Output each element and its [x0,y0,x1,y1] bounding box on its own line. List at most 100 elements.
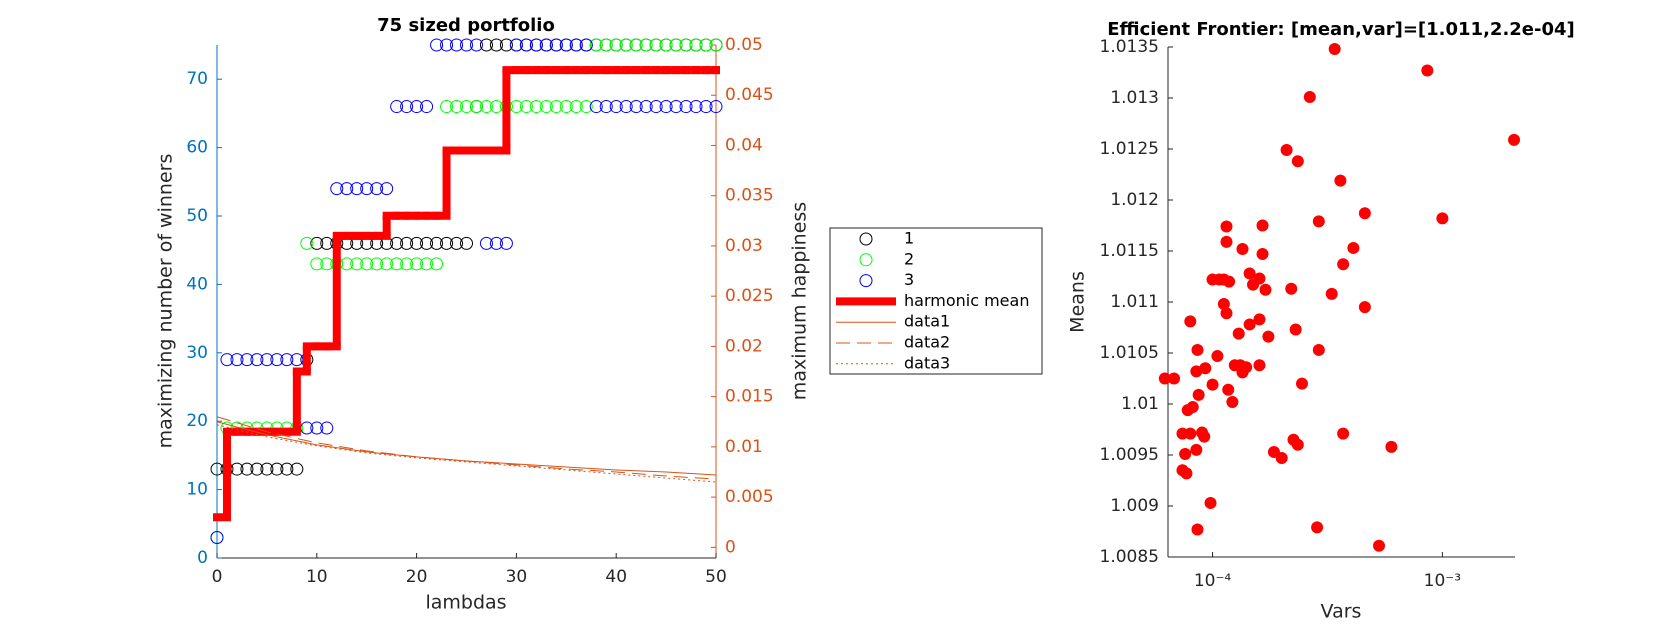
y-tick-label: 1.012 [1110,190,1159,210]
point [350,257,364,271]
point [1211,350,1224,363]
point [469,100,483,114]
point [1190,365,1203,378]
point [1312,343,1325,356]
point [1325,287,1338,300]
y-axis-label: Means [1067,271,1089,333]
point [400,257,414,271]
point [1192,388,1205,401]
point [1280,144,1293,157]
y2-tick-label: 0.01 [725,437,763,457]
point [1220,235,1233,248]
point [1289,323,1302,336]
x-tick-label: 20 [406,567,428,587]
x-tick-label: 30 [506,567,528,587]
point [1358,207,1371,220]
point [709,38,723,52]
point [250,353,264,367]
point [270,353,284,367]
point [250,462,264,476]
point [350,182,364,196]
point [1337,427,1350,440]
point [519,100,533,114]
line [216,416,717,480]
x-tick-label: 50 [705,567,727,587]
point [330,182,344,196]
point [1311,521,1324,534]
x-tick-label: 10⁻³ [1424,571,1461,591]
point [1204,496,1217,509]
y2-tick-label: 0.02 [725,336,763,356]
point [1347,241,1360,254]
point [320,421,334,435]
y-tick-label: 1.009 [1110,496,1159,516]
x-tick-label: 0 [212,567,223,587]
y-tick-label: 60 [186,138,208,158]
point [1179,447,1192,460]
y-tick-label: 1.013 [1110,88,1159,108]
point [589,100,603,114]
point [1256,248,1269,261]
legend-label: 2 [904,249,914,268]
point [1247,278,1260,291]
point [360,257,374,271]
point [1373,539,1386,552]
point [310,257,324,271]
point [1436,212,1449,225]
point [679,100,693,114]
point [1243,318,1256,331]
legend-marker [859,253,873,267]
point [569,38,583,52]
point [1508,133,1521,146]
point [1253,313,1266,326]
point [1226,395,1239,408]
y2-tick-label: 0.045 [725,85,774,105]
x-tick-label: 40 [605,567,627,587]
point [410,236,424,250]
y-tick-label: 1.0105 [1100,343,1159,363]
point [280,353,294,367]
point [1312,215,1325,228]
point [1220,307,1233,320]
x-axis-label: Vars [1321,601,1362,623]
point [420,100,434,114]
point [1181,404,1194,417]
point [659,38,673,52]
y2-tick-label: 0 [725,537,736,557]
point [220,353,234,367]
y-tick-label: 40 [186,274,208,294]
point [370,182,384,196]
point [390,257,404,271]
point [499,38,513,52]
point [599,38,613,52]
point [1285,282,1298,295]
point [1236,366,1249,379]
x-tick-label: 10⁻⁴ [1194,571,1232,591]
point [1253,359,1266,372]
legend-label: 1 [904,229,914,248]
point [649,100,663,114]
point [689,38,703,52]
point [1291,155,1304,168]
legend-label: data3 [904,353,950,372]
point [1256,219,1269,232]
point [519,38,533,52]
y-tick-label: 30 [186,343,208,363]
y2-tick-label: 0.03 [725,236,763,256]
point [479,100,493,114]
y2-axis-label: maximum happiness [789,202,811,400]
point [230,353,244,367]
y-tick-label: 1.0125 [1100,139,1159,159]
point [1421,64,1434,77]
point [210,530,224,544]
point [280,462,294,476]
point [400,236,414,250]
y-tick-label: 1.011 [1110,292,1159,312]
y-tick-label: 70 [186,69,208,89]
point [499,236,513,250]
y-tick-label: 1.01 [1121,394,1159,414]
point [1295,377,1308,390]
point [689,100,703,114]
point [310,236,324,250]
point [639,100,653,114]
